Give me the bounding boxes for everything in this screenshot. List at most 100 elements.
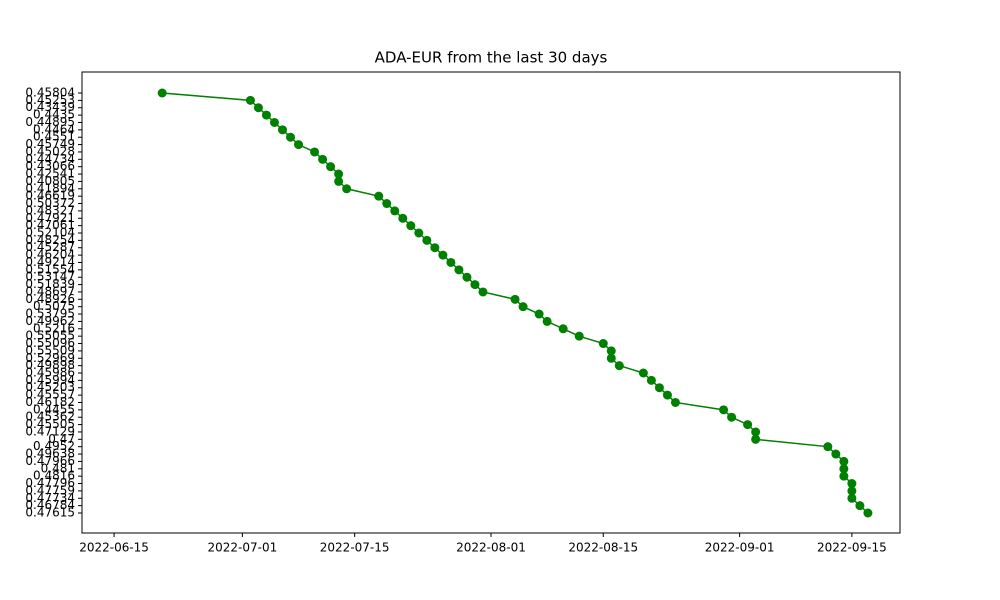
y-tick-label: 0.47129 xyxy=(25,424,75,438)
point xyxy=(326,162,336,172)
y-tick-label: 0.4435 xyxy=(33,108,75,122)
point xyxy=(390,206,400,216)
point xyxy=(374,191,384,201)
point xyxy=(598,339,608,349)
y-tick-label: 0.47 xyxy=(48,432,75,446)
y-tick-label: 0.4952 xyxy=(33,439,75,453)
y-tick-label: 0.40805 xyxy=(25,174,75,188)
point xyxy=(831,449,841,459)
y-tick-label: 0.55096 xyxy=(25,336,75,350)
y-tick-label: 0.51839 xyxy=(25,277,75,291)
point xyxy=(847,486,857,496)
y-tick-label: 0.45253 xyxy=(25,93,75,107)
y-tick-label: 0.43066 xyxy=(25,159,75,173)
point xyxy=(157,88,167,98)
point xyxy=(606,353,616,363)
point xyxy=(646,375,656,385)
point xyxy=(839,464,849,474)
y-tick-label: 0.46182 xyxy=(25,395,75,409)
y-tick-label: 0.46619 xyxy=(25,189,75,203)
point xyxy=(261,110,271,120)
point xyxy=(334,176,344,186)
y-tick-label: 0.47734 xyxy=(25,491,75,505)
point xyxy=(446,257,456,267)
plot-frame xyxy=(81,71,901,534)
point xyxy=(751,434,761,444)
y-tick-label: 0.5216 xyxy=(33,321,75,335)
point xyxy=(654,383,664,393)
point xyxy=(406,221,416,231)
y-tick-label: 0.45362 xyxy=(25,410,75,424)
y-tick-label: 0.49962 xyxy=(25,314,75,328)
y-tick-label: 0.48697 xyxy=(25,284,75,298)
y-tick-label: 0.43439 xyxy=(25,100,75,114)
point xyxy=(438,250,448,260)
point xyxy=(638,368,648,378)
y-tick-label: 0.45986 xyxy=(25,366,75,380)
y-tick-label: 0.46204 xyxy=(25,248,75,262)
point xyxy=(574,331,584,341)
y-tick-label: 0.48254 xyxy=(25,233,75,247)
y-tick-label: 0.45804 xyxy=(25,86,75,100)
point xyxy=(286,132,296,142)
point xyxy=(382,199,392,209)
y-tick-label: 0.44734 xyxy=(25,152,75,166)
point xyxy=(518,302,528,312)
y-tick-label: 0.4816 xyxy=(33,469,75,483)
y-tick-label: 0.49214 xyxy=(25,255,75,269)
x-tick-label: 2022-08-01 xyxy=(456,541,526,555)
point xyxy=(719,405,729,415)
y-tick-label: 0.55509 xyxy=(25,343,75,357)
point xyxy=(294,140,304,150)
y-tick-label: 0.45028 xyxy=(25,144,75,158)
y-tick-label: 0.47921 xyxy=(25,211,75,225)
y-tick-label: 0.45557 xyxy=(25,388,75,402)
chart-title: ADA-EUR from the last 30 days xyxy=(375,49,608,67)
point xyxy=(542,316,552,326)
y-tick-label: 0.47061 xyxy=(25,218,75,232)
point xyxy=(839,456,849,466)
point xyxy=(847,493,857,503)
point xyxy=(839,471,849,481)
y-tick-label: 0.48926 xyxy=(25,292,75,306)
point xyxy=(751,427,761,437)
y-tick-label: 0.49638 xyxy=(25,447,75,461)
point xyxy=(478,287,488,297)
point xyxy=(470,280,480,290)
y-tick-label: 0.53147 xyxy=(25,270,75,284)
y-tick-label: 0.52104 xyxy=(25,226,75,240)
point xyxy=(422,235,432,245)
point xyxy=(414,228,424,238)
y-tick-label: 0.45287 xyxy=(25,240,75,254)
point xyxy=(245,95,255,105)
point xyxy=(743,420,753,430)
x-tick-label: 2022-07-01 xyxy=(208,541,278,555)
y-tick-label: 0.47615 xyxy=(25,506,75,520)
point xyxy=(670,397,680,407)
y-tick-label: 0.42541 xyxy=(25,167,75,181)
y-tick-label: 0.481 xyxy=(41,461,75,475)
x-tick-label: 2022-08-15 xyxy=(568,541,638,555)
x-tick-label: 2022-07-15 xyxy=(320,541,390,555)
point xyxy=(534,309,544,319)
y-tick-label: 0.53795 xyxy=(25,307,75,321)
y-tick-label: 0.4455 xyxy=(33,402,75,416)
y-tick-label: 0.47796 xyxy=(25,476,75,490)
point xyxy=(606,346,616,356)
point xyxy=(510,294,520,304)
y-tick-label: 0.50372 xyxy=(25,196,75,210)
y-tick-label: 0.48327 xyxy=(25,203,75,217)
y-tick-label: 0.55055 xyxy=(25,329,75,343)
y-tick-label: 0.51554 xyxy=(25,262,75,276)
x-tick-label: 2022-09-15 xyxy=(817,541,887,555)
point xyxy=(454,265,464,275)
x-tick-label: 2022-06-15 xyxy=(79,541,149,555)
point xyxy=(727,412,737,422)
point xyxy=(253,103,263,113)
y-tick-label: 0.49898 xyxy=(25,358,75,372)
point xyxy=(310,147,320,157)
point xyxy=(558,324,568,334)
point xyxy=(277,125,287,135)
point xyxy=(662,390,672,400)
